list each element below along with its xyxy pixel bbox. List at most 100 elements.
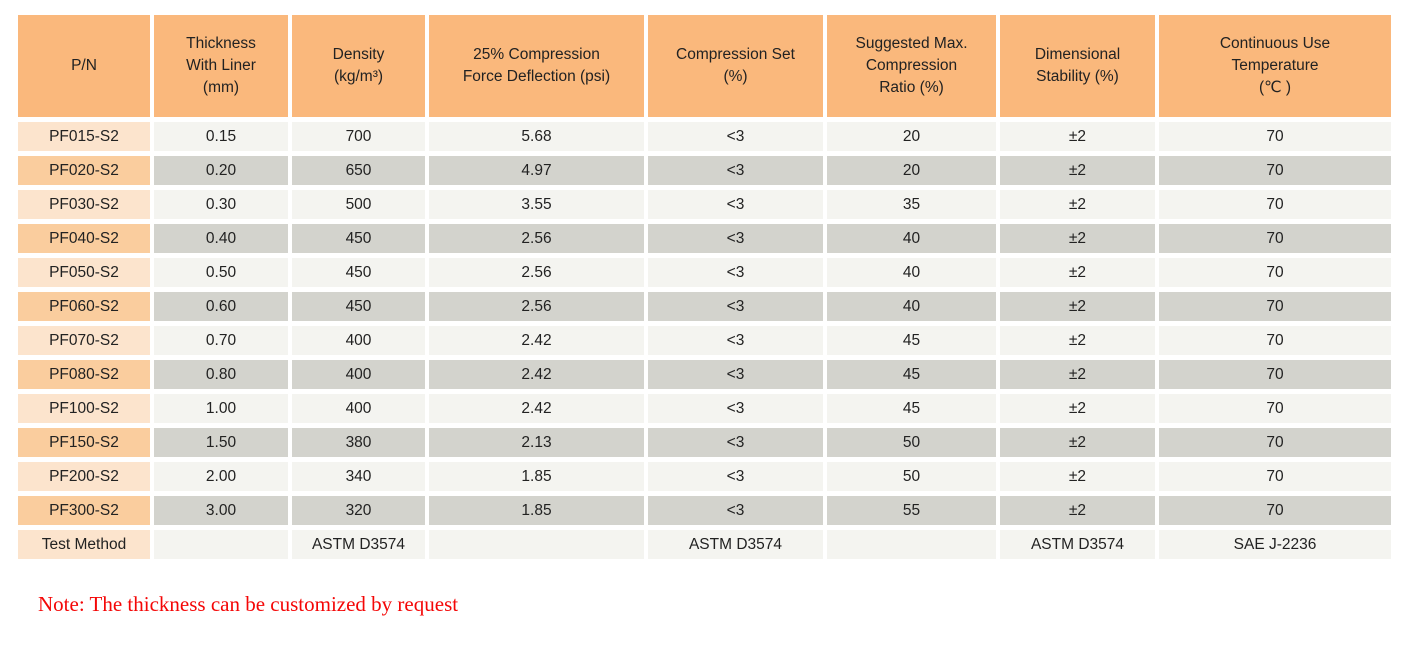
header-row: P/N Thickness With Liner (mm) Density (k…: [18, 15, 1391, 117]
value-cell: <3: [648, 462, 823, 491]
row-label-cell: PF030-S2: [18, 190, 150, 219]
row-label-cell: PF050-S2: [18, 258, 150, 287]
value-cell: 5.68: [429, 122, 644, 151]
value-cell: 650: [292, 156, 425, 185]
value-cell: 1.85: [429, 496, 644, 525]
value-cell: 2.42: [429, 360, 644, 389]
value-cell: 70: [1159, 462, 1391, 491]
value-cell: ±2: [1000, 496, 1155, 525]
value-cell: 0.70: [154, 326, 288, 355]
value-cell: ±2: [1000, 190, 1155, 219]
value-cell: 2.00: [154, 462, 288, 491]
value-cell: 50: [827, 428, 996, 457]
value-cell: <3: [648, 394, 823, 423]
value-cell: 40: [827, 258, 996, 287]
value-cell: 400: [292, 360, 425, 389]
value-cell: 450: [292, 224, 425, 253]
row-label-cell: Test Method: [18, 530, 150, 559]
row-label-cell: PF020-S2: [18, 156, 150, 185]
value-cell: <3: [648, 496, 823, 525]
table-row: PF080-S2 0.80 400 2.42 <3 45 ±2 70: [18, 360, 1391, 389]
value-cell: 2.56: [429, 224, 644, 253]
value-cell: ±2: [1000, 156, 1155, 185]
value-cell: 45: [827, 360, 996, 389]
value-cell: 4.97: [429, 156, 644, 185]
value-cell: 55: [827, 496, 996, 525]
value-cell: 3.00: [154, 496, 288, 525]
value-cell: 70: [1159, 224, 1391, 253]
value-cell: 20: [827, 156, 996, 185]
header-continuous-use-temp: Continuous Use Temperature (℃ ): [1159, 15, 1391, 117]
value-cell: <3: [648, 360, 823, 389]
header-pn: P/N: [18, 15, 150, 117]
value-cell: 450: [292, 292, 425, 321]
value-cell: 40: [827, 224, 996, 253]
value-cell: 70: [1159, 156, 1391, 185]
value-cell: 500: [292, 190, 425, 219]
value-cell: ±2: [1000, 224, 1155, 253]
value-cell: 1.50: [154, 428, 288, 457]
value-cell: 70: [1159, 190, 1391, 219]
table-row: PF030-S2 0.30 500 3.55 <3 35 ±2 70: [18, 190, 1391, 219]
value-cell: 2.56: [429, 292, 644, 321]
table-row: PF060-S2 0.60 450 2.56 <3 40 ±2 70: [18, 292, 1391, 321]
value-cell: 70: [1159, 292, 1391, 321]
spec-table: P/N Thickness With Liner (mm) Density (k…: [14, 10, 1395, 564]
table-row: PF020-S2 0.20 650 4.97 <3 20 ±2 70: [18, 156, 1391, 185]
value-cell: [827, 530, 996, 559]
row-label-cell: PF300-S2: [18, 496, 150, 525]
value-cell: 380: [292, 428, 425, 457]
row-label-cell: PF100-S2: [18, 394, 150, 423]
value-cell: ASTM D3574: [648, 530, 823, 559]
value-cell: <3: [648, 156, 823, 185]
value-cell: 70: [1159, 496, 1391, 525]
value-cell: ±2: [1000, 122, 1155, 151]
value-cell: <3: [648, 292, 823, 321]
value-cell: 0.80: [154, 360, 288, 389]
value-cell: 320: [292, 496, 425, 525]
header-dimensional-stability: Dimensional Stability (%): [1000, 15, 1155, 117]
value-cell: 50: [827, 462, 996, 491]
value-cell: 2.56: [429, 258, 644, 287]
value-cell: 0.60: [154, 292, 288, 321]
value-cell: <3: [648, 428, 823, 457]
table-row: PF200-S2 2.00 340 1.85 <3 50 ±2 70: [18, 462, 1391, 491]
value-cell: [429, 530, 644, 559]
spec-table-body: PF015-S2 0.15 700 5.68 <3 20 ±2 70 PF020-S2 0.20 6…: [18, 122, 1391, 559]
row-label-cell: PF200-S2: [18, 462, 150, 491]
value-cell: 3.55: [429, 190, 644, 219]
header-thickness: Thickness With Liner (mm): [154, 15, 288, 117]
value-cell: 0.15: [154, 122, 288, 151]
value-cell: ±2: [1000, 292, 1155, 321]
value-cell: ASTM D3574: [1000, 530, 1155, 559]
value-cell: 1.00: [154, 394, 288, 423]
header-compression-deflection: 25% Compression Force Deflection (psi): [429, 15, 644, 117]
value-cell: 2.13: [429, 428, 644, 457]
table-row: PF015-S2 0.15 700 5.68 <3 20 ±2 70: [18, 122, 1391, 151]
spec-table-header: P/N Thickness With Liner (mm) Density (k…: [18, 15, 1391, 117]
header-max-compression-ratio: Suggested Max. Compression Ratio (%): [827, 15, 996, 117]
value-cell: ±2: [1000, 258, 1155, 287]
header-compression-set: Compression Set (%): [648, 15, 823, 117]
table-row: PF040-S2 0.40 450 2.56 <3 40 ±2 70: [18, 224, 1391, 253]
row-label-cell: PF040-S2: [18, 224, 150, 253]
row-label-cell: PF015-S2: [18, 122, 150, 151]
value-cell: 2.42: [429, 394, 644, 423]
thickness-note: Note: The thickness can be customized by…: [38, 592, 459, 616]
value-cell: 70: [1159, 326, 1391, 355]
value-cell: 400: [292, 326, 425, 355]
table-row: PF150-S2 1.50 380 2.13 <3 50 ±2 70: [18, 428, 1391, 457]
value-cell: 45: [827, 326, 996, 355]
value-cell: 35: [827, 190, 996, 219]
value-cell: 0.30: [154, 190, 288, 219]
value-cell: 2.42: [429, 326, 644, 355]
row-label-cell: PF060-S2: [18, 292, 150, 321]
test-method-row: Test Method ASTM D3574 ASTM D3574 ASTM D357…: [18, 530, 1391, 559]
value-cell: <3: [648, 224, 823, 253]
value-cell: 0.40: [154, 224, 288, 253]
value-cell: <3: [648, 326, 823, 355]
table-row: PF300-S2 3.00 320 1.85 <3 55 ±2 70: [18, 496, 1391, 525]
value-cell: 0.50: [154, 258, 288, 287]
value-cell: 70: [1159, 428, 1391, 457]
